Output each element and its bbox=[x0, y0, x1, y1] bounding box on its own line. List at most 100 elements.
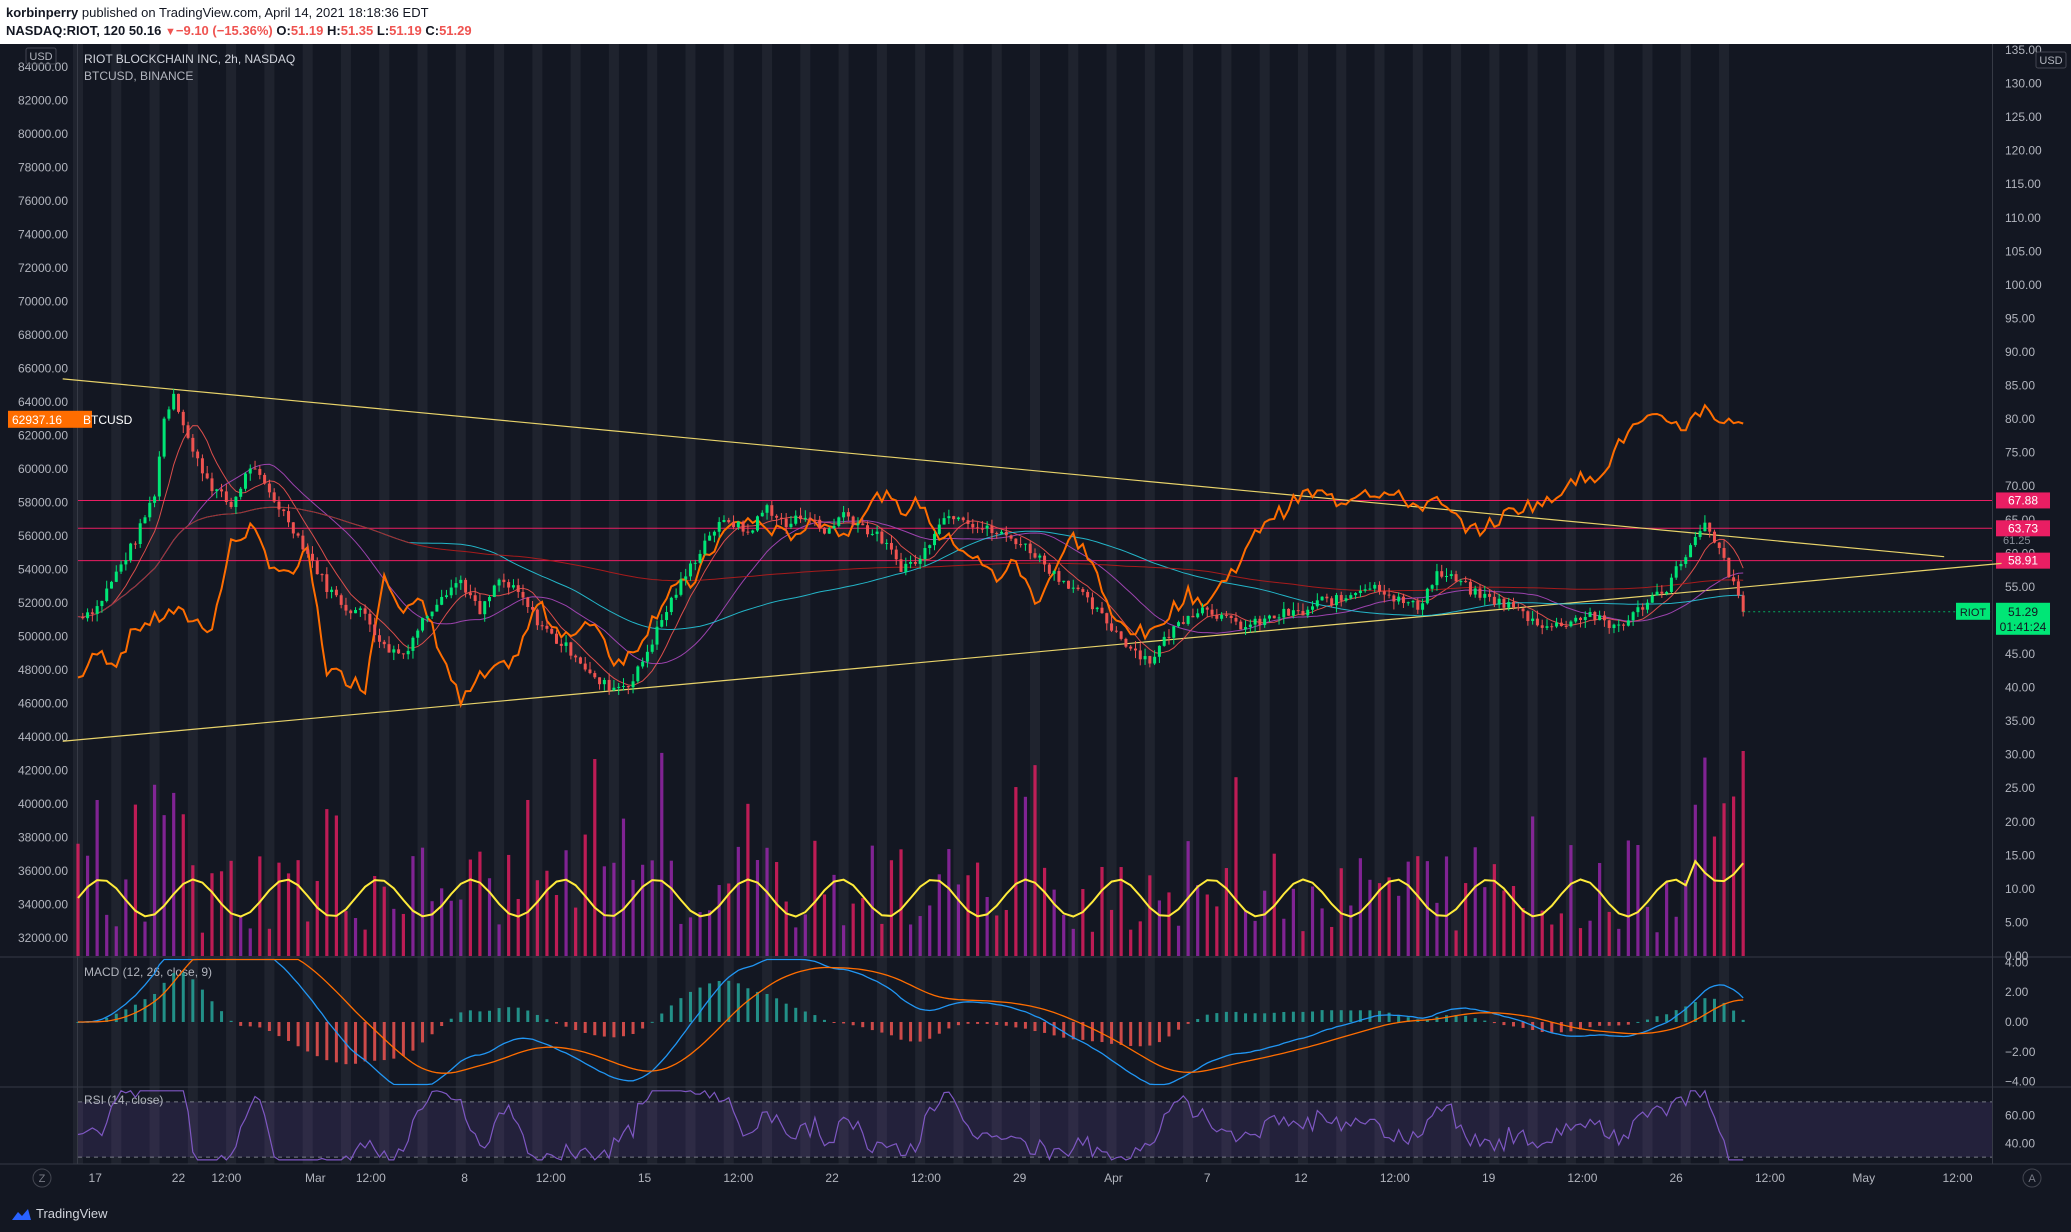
candle-body bbox=[186, 425, 190, 438]
right-tick-label: 35.00 bbox=[2005, 714, 2035, 728]
session-band bbox=[647, 44, 658, 1164]
macd-histogram-bar bbox=[1540, 1022, 1544, 1032]
left-tick-label: 74000.00 bbox=[18, 228, 68, 242]
candle-body bbox=[1004, 531, 1008, 536]
candle-body bbox=[995, 533, 999, 535]
right-tick-label: 10.00 bbox=[2005, 882, 2035, 896]
macd-histogram-bar bbox=[1148, 1022, 1152, 1046]
macd-histogram-bar bbox=[736, 983, 740, 1022]
candle-body bbox=[1311, 606, 1315, 610]
candle-body bbox=[1277, 617, 1281, 619]
right-tick-label: 110.00 bbox=[2005, 211, 2041, 225]
footer: TradingView bbox=[0, 1194, 2071, 1232]
candle-body bbox=[655, 626, 659, 645]
volume-bar bbox=[851, 903, 855, 956]
candle-body bbox=[555, 633, 558, 644]
volume-bar bbox=[219, 871, 224, 956]
candle-body bbox=[923, 548, 927, 560]
macd-histogram-bar bbox=[1177, 1022, 1181, 1030]
candle-body bbox=[851, 516, 855, 526]
candle-body bbox=[1583, 616, 1587, 621]
candle-body bbox=[1105, 613, 1109, 624]
candle-body bbox=[799, 515, 803, 520]
macd-histogram-bar bbox=[411, 1022, 415, 1051]
macd-histogram-bar bbox=[315, 1022, 319, 1057]
candle-body bbox=[354, 609, 358, 614]
macd-histogram-bar bbox=[1253, 1013, 1257, 1022]
btcusd-line bbox=[77, 403, 1744, 709]
riot-price-tag: 51.29 bbox=[2008, 605, 2038, 619]
volume-bar bbox=[1473, 847, 1477, 956]
time-tick-label: 19 bbox=[1482, 1171, 1496, 1185]
candle-body bbox=[411, 637, 415, 651]
time-tick-label: 22 bbox=[825, 1171, 839, 1185]
volume-bar bbox=[1387, 877, 1391, 956]
time-tick-label: May bbox=[1852, 1171, 1875, 1185]
macd-histogram-bar bbox=[1454, 1015, 1458, 1022]
volume-bar bbox=[1062, 914, 1066, 956]
usd-badge-right bbox=[2035, 51, 2067, 69]
volume-bar bbox=[928, 905, 932, 956]
macd-histogram-bar bbox=[105, 1017, 109, 1022]
author-name[interactable]: korbinperry bbox=[6, 5, 79, 20]
left-tick-label: 38000.00 bbox=[18, 831, 68, 845]
down-triangle-icon: ▼ bbox=[165, 26, 176, 38]
time-tick-label: 12:00 bbox=[1943, 1171, 1973, 1185]
left-tick-label: 36000.00 bbox=[18, 864, 68, 878]
candle-body bbox=[1689, 545, 1693, 558]
macd-histogram-bar bbox=[593, 1022, 597, 1036]
right-tick-label: 70.00 bbox=[2005, 479, 2035, 493]
volume-bar bbox=[1157, 900, 1162, 956]
right-tick-label: 100.00 bbox=[2005, 278, 2042, 292]
volume-bar bbox=[1454, 930, 1458, 956]
candle-body bbox=[148, 502, 152, 518]
volume-bar bbox=[1205, 894, 1209, 956]
macd-histogram-bar bbox=[1291, 1011, 1295, 1022]
candle-body bbox=[1478, 588, 1482, 598]
candle-body bbox=[1698, 531, 1702, 537]
candle-body bbox=[502, 579, 506, 583]
candle-body bbox=[1626, 620, 1630, 626]
right-tick-label: 40.00 bbox=[2005, 681, 2035, 695]
time-tick-label: 29 bbox=[1013, 1171, 1027, 1185]
candle-body bbox=[1301, 610, 1305, 616]
macd-histogram-bar bbox=[440, 1022, 444, 1027]
macd-histogram-bar bbox=[1464, 1015, 1468, 1022]
macd-histogram-bar bbox=[1215, 1013, 1219, 1022]
macd-histogram-bar bbox=[583, 1022, 587, 1033]
candle-body bbox=[741, 521, 745, 532]
macd-histogram-bar bbox=[526, 1010, 530, 1022]
macd-histogram-bar bbox=[727, 980, 731, 1022]
chart-canvas[interactable]: 84000.0082000.0080000.0078000.0076000.00… bbox=[0, 44, 2071, 1194]
right-tick-label: 90.00 bbox=[2005, 345, 2035, 359]
candle-body bbox=[889, 542, 893, 550]
candle-body bbox=[880, 531, 884, 544]
candle-body bbox=[497, 579, 501, 586]
candle-body bbox=[430, 611, 434, 617]
candle-body bbox=[641, 661, 645, 667]
volume-bar bbox=[478, 851, 482, 956]
candle-body bbox=[1430, 585, 1434, 589]
tradingview-brand[interactable]: TradingView bbox=[8, 1206, 108, 1221]
volume-bar bbox=[842, 925, 846, 956]
volume-bar bbox=[152, 784, 157, 956]
left-tick-label: 32000.00 bbox=[18, 931, 68, 945]
volume-bar bbox=[602, 866, 606, 956]
volume-bar bbox=[832, 874, 836, 956]
right-tick-label: 120.00 bbox=[2005, 144, 2042, 158]
right-tick-label: 85.00 bbox=[2005, 379, 2035, 393]
macd-histogram-bar bbox=[277, 1022, 281, 1037]
candle-body bbox=[837, 517, 841, 526]
session-band bbox=[1106, 44, 1117, 1164]
macd-histogram-bar bbox=[1425, 1019, 1429, 1022]
candle-body bbox=[1138, 650, 1142, 660]
macd-histogram-bar bbox=[1578, 1022, 1582, 1030]
volume-bar bbox=[1081, 889, 1085, 956]
macd-histogram-bar bbox=[306, 1022, 310, 1052]
obscured-tick: 61.25 bbox=[2003, 535, 2031, 547]
candle-body bbox=[334, 589, 338, 596]
candle-body bbox=[607, 679, 611, 691]
candle-body bbox=[1129, 646, 1133, 649]
candle-body bbox=[1516, 607, 1520, 609]
volume-bar bbox=[1674, 916, 1678, 956]
